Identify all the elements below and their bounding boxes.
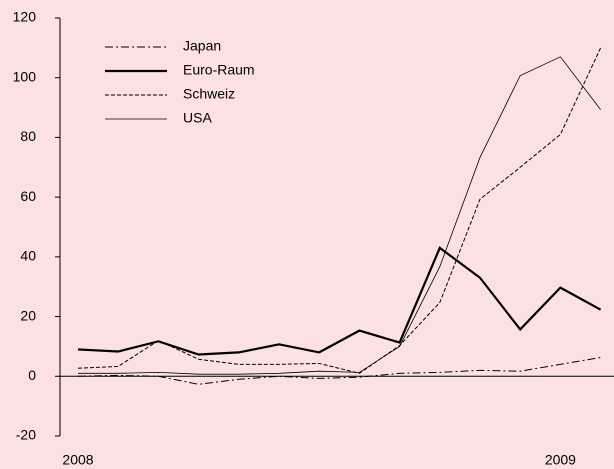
legend-label: Japan [183,38,221,54]
x-tick-label: 2008 [62,452,93,468]
legend-label: Euro-Raum [183,62,255,78]
y-tick-label: 40 [20,248,36,264]
series-line [77,47,602,374]
series-line [78,56,601,375]
y-tick-label: -20 [16,427,36,443]
x-tick-label: 2009 [545,452,576,468]
y-tick-label: 120 [13,9,37,25]
y-tick-label: 20 [20,307,36,323]
y-tick-label: 0 [28,367,36,383]
y-tick-label: 60 [20,188,36,204]
y-tick-label: 80 [20,128,36,144]
legend-label: USA [183,110,212,126]
y-tick-label: 100 [13,68,37,84]
series-line [77,246,602,356]
legend-label: Schweiz [183,86,235,102]
series-line [77,356,601,385]
